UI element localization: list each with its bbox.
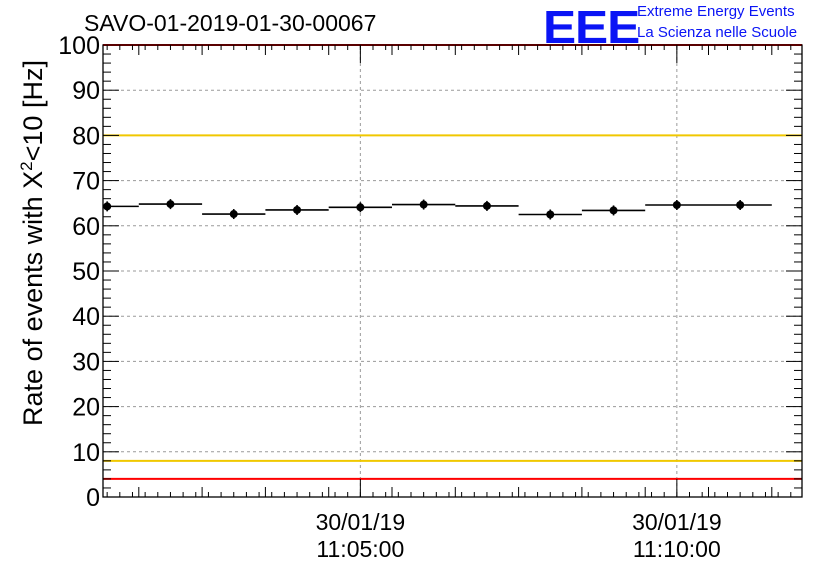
y-tick-label: 20	[72, 394, 100, 422]
x-tick-time-label: 11:05:00	[316, 536, 404, 562]
y-tick-label: 30	[72, 348, 100, 376]
data-point	[293, 205, 302, 214]
data-point	[672, 201, 681, 210]
y-tick-label: 60	[72, 213, 100, 241]
logo-line-2: La Scienza nelle Scuole	[637, 24, 798, 41]
data-point	[103, 202, 112, 211]
x-tick-date-label: 30/01/19	[316, 509, 406, 535]
y-tick-label: 50	[72, 258, 100, 286]
data-point	[419, 200, 428, 209]
x-tick-date-label: 30/01/19	[632, 509, 722, 535]
y-tick-label: 90	[72, 77, 100, 105]
logo-line-1: Extreme Energy Events	[637, 3, 795, 20]
y-tick-label: 70	[72, 168, 100, 196]
data-point	[229, 210, 238, 219]
y-tick-label: 40	[72, 303, 100, 331]
y-tick-label: 10	[72, 439, 100, 467]
y-tick-label: 0	[86, 484, 100, 512]
x-tick-time-label: 11:10:00	[633, 536, 721, 562]
data-point	[546, 210, 555, 219]
data-point	[356, 203, 365, 212]
data-point	[736, 201, 745, 210]
y-tick-label: 100	[58, 32, 100, 60]
data-point	[482, 201, 491, 210]
data-point	[609, 206, 618, 215]
data-point	[166, 200, 175, 209]
y-tick-label: 80	[72, 122, 100, 150]
chart-title: SAVO-01-2019-01-30-00067	[84, 10, 377, 36]
